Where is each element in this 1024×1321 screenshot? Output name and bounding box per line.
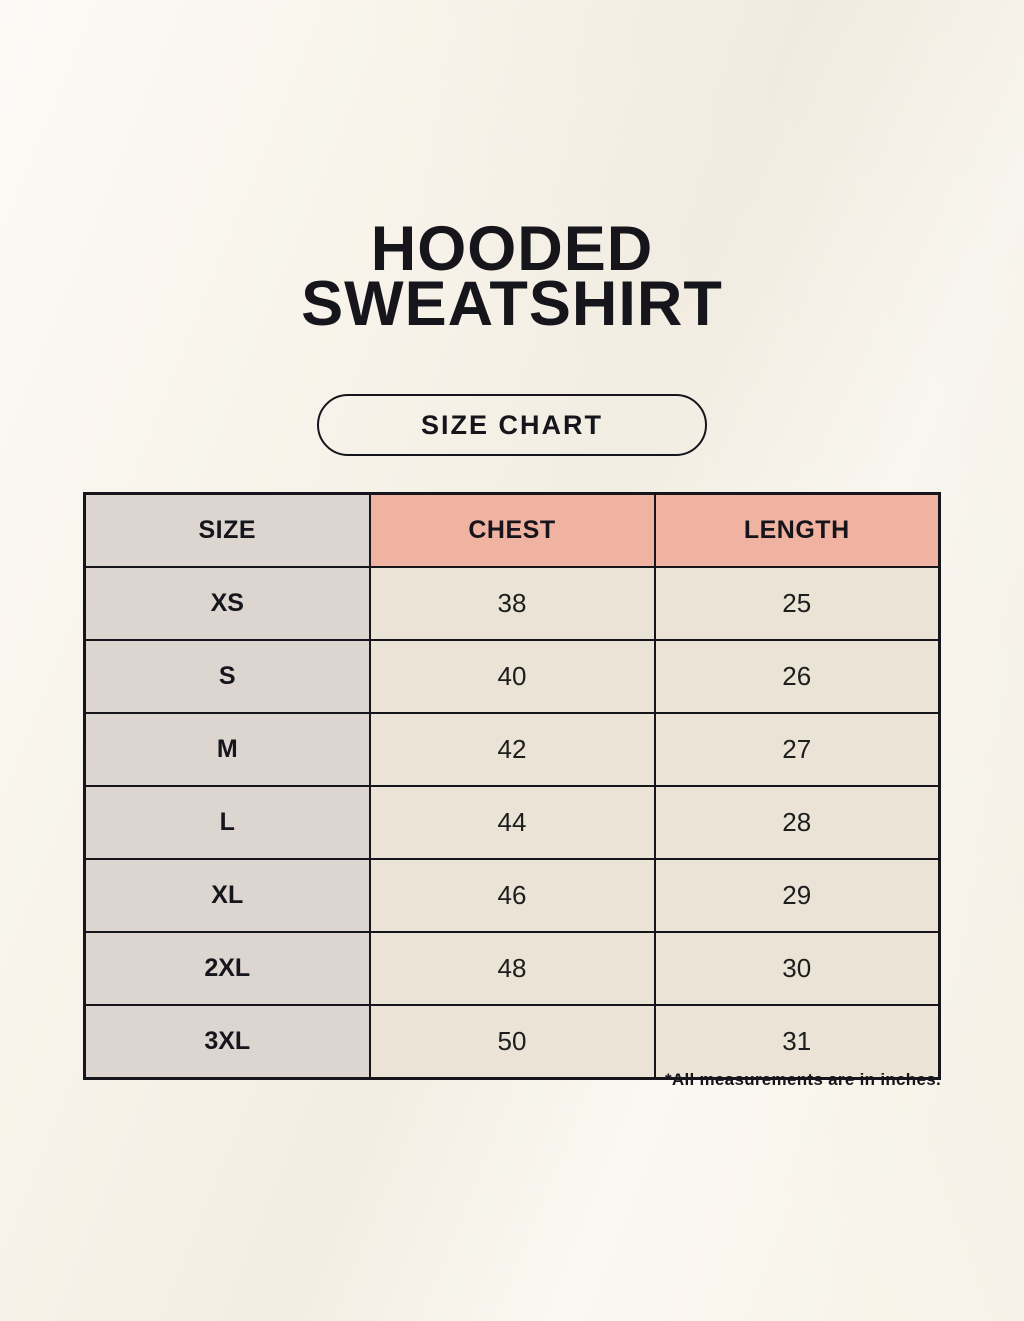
size-chart-table-body: XS 38 25 S 40 26 M 42 27 L 44 28 XL 46 bbox=[83, 566, 941, 1080]
size-label-cell: S bbox=[83, 639, 371, 714]
size-chart-badge: SIZE CHART bbox=[317, 394, 707, 456]
length-value-cell: 28 bbox=[653, 785, 941, 860]
chest-value-cell: 48 bbox=[368, 931, 656, 1006]
product-title: HOODED SWEATSHIRT bbox=[0, 218, 1024, 336]
size-chart-badge-label: SIZE CHART bbox=[421, 409, 603, 440]
column-header-size: SIZE bbox=[83, 492, 371, 568]
header-row: SIZE CHEST LENGTH bbox=[83, 492, 941, 568]
size-chart-table: SIZE CHEST LENGTH XS 38 25 S 40 26 M 42 … bbox=[83, 492, 941, 1080]
size-label-cell: XS bbox=[83, 566, 371, 641]
table-row: M 42 27 bbox=[83, 712, 941, 787]
length-value-cell: 31 bbox=[653, 1004, 941, 1080]
chest-value-cell: 42 bbox=[368, 712, 656, 787]
table-row: 2XL 48 30 bbox=[83, 931, 941, 1006]
chest-value-cell: 38 bbox=[368, 566, 656, 641]
column-header-chest: CHEST bbox=[368, 492, 656, 568]
chest-value-cell: 46 bbox=[368, 858, 656, 933]
size-label-cell: XL bbox=[83, 858, 371, 933]
table-row: S 40 26 bbox=[83, 639, 941, 714]
size-label-cell: 3XL bbox=[83, 1004, 371, 1080]
product-title-line1: HOODED bbox=[370, 214, 654, 284]
size-label-cell: 2XL bbox=[83, 931, 371, 1006]
table-row: L 44 28 bbox=[83, 785, 941, 860]
measurements-note: *All measurements are in inches. bbox=[664, 1070, 941, 1089]
chest-value-cell: 44 bbox=[368, 785, 656, 860]
chest-value-cell: 50 bbox=[368, 1004, 656, 1080]
length-value-cell: 29 bbox=[653, 858, 941, 933]
table-row: 3XL 50 31 bbox=[83, 1004, 941, 1080]
table-row: XS 38 25 bbox=[83, 566, 941, 641]
length-value-cell: 26 bbox=[653, 639, 941, 714]
size-chart-table-header: SIZE CHEST LENGTH bbox=[83, 492, 941, 568]
length-value-cell: 25 bbox=[653, 566, 941, 641]
table-row: XL 46 29 bbox=[83, 858, 941, 933]
length-value-cell: 30 bbox=[653, 931, 941, 1006]
column-header-length: LENGTH bbox=[653, 492, 941, 568]
size-label-cell: M bbox=[83, 712, 371, 787]
size-label-cell: L bbox=[83, 785, 371, 860]
length-value-cell: 27 bbox=[653, 712, 941, 787]
product-title-line2: SWEATSHIRT bbox=[301, 269, 723, 339]
chest-value-cell: 40 bbox=[368, 639, 656, 714]
